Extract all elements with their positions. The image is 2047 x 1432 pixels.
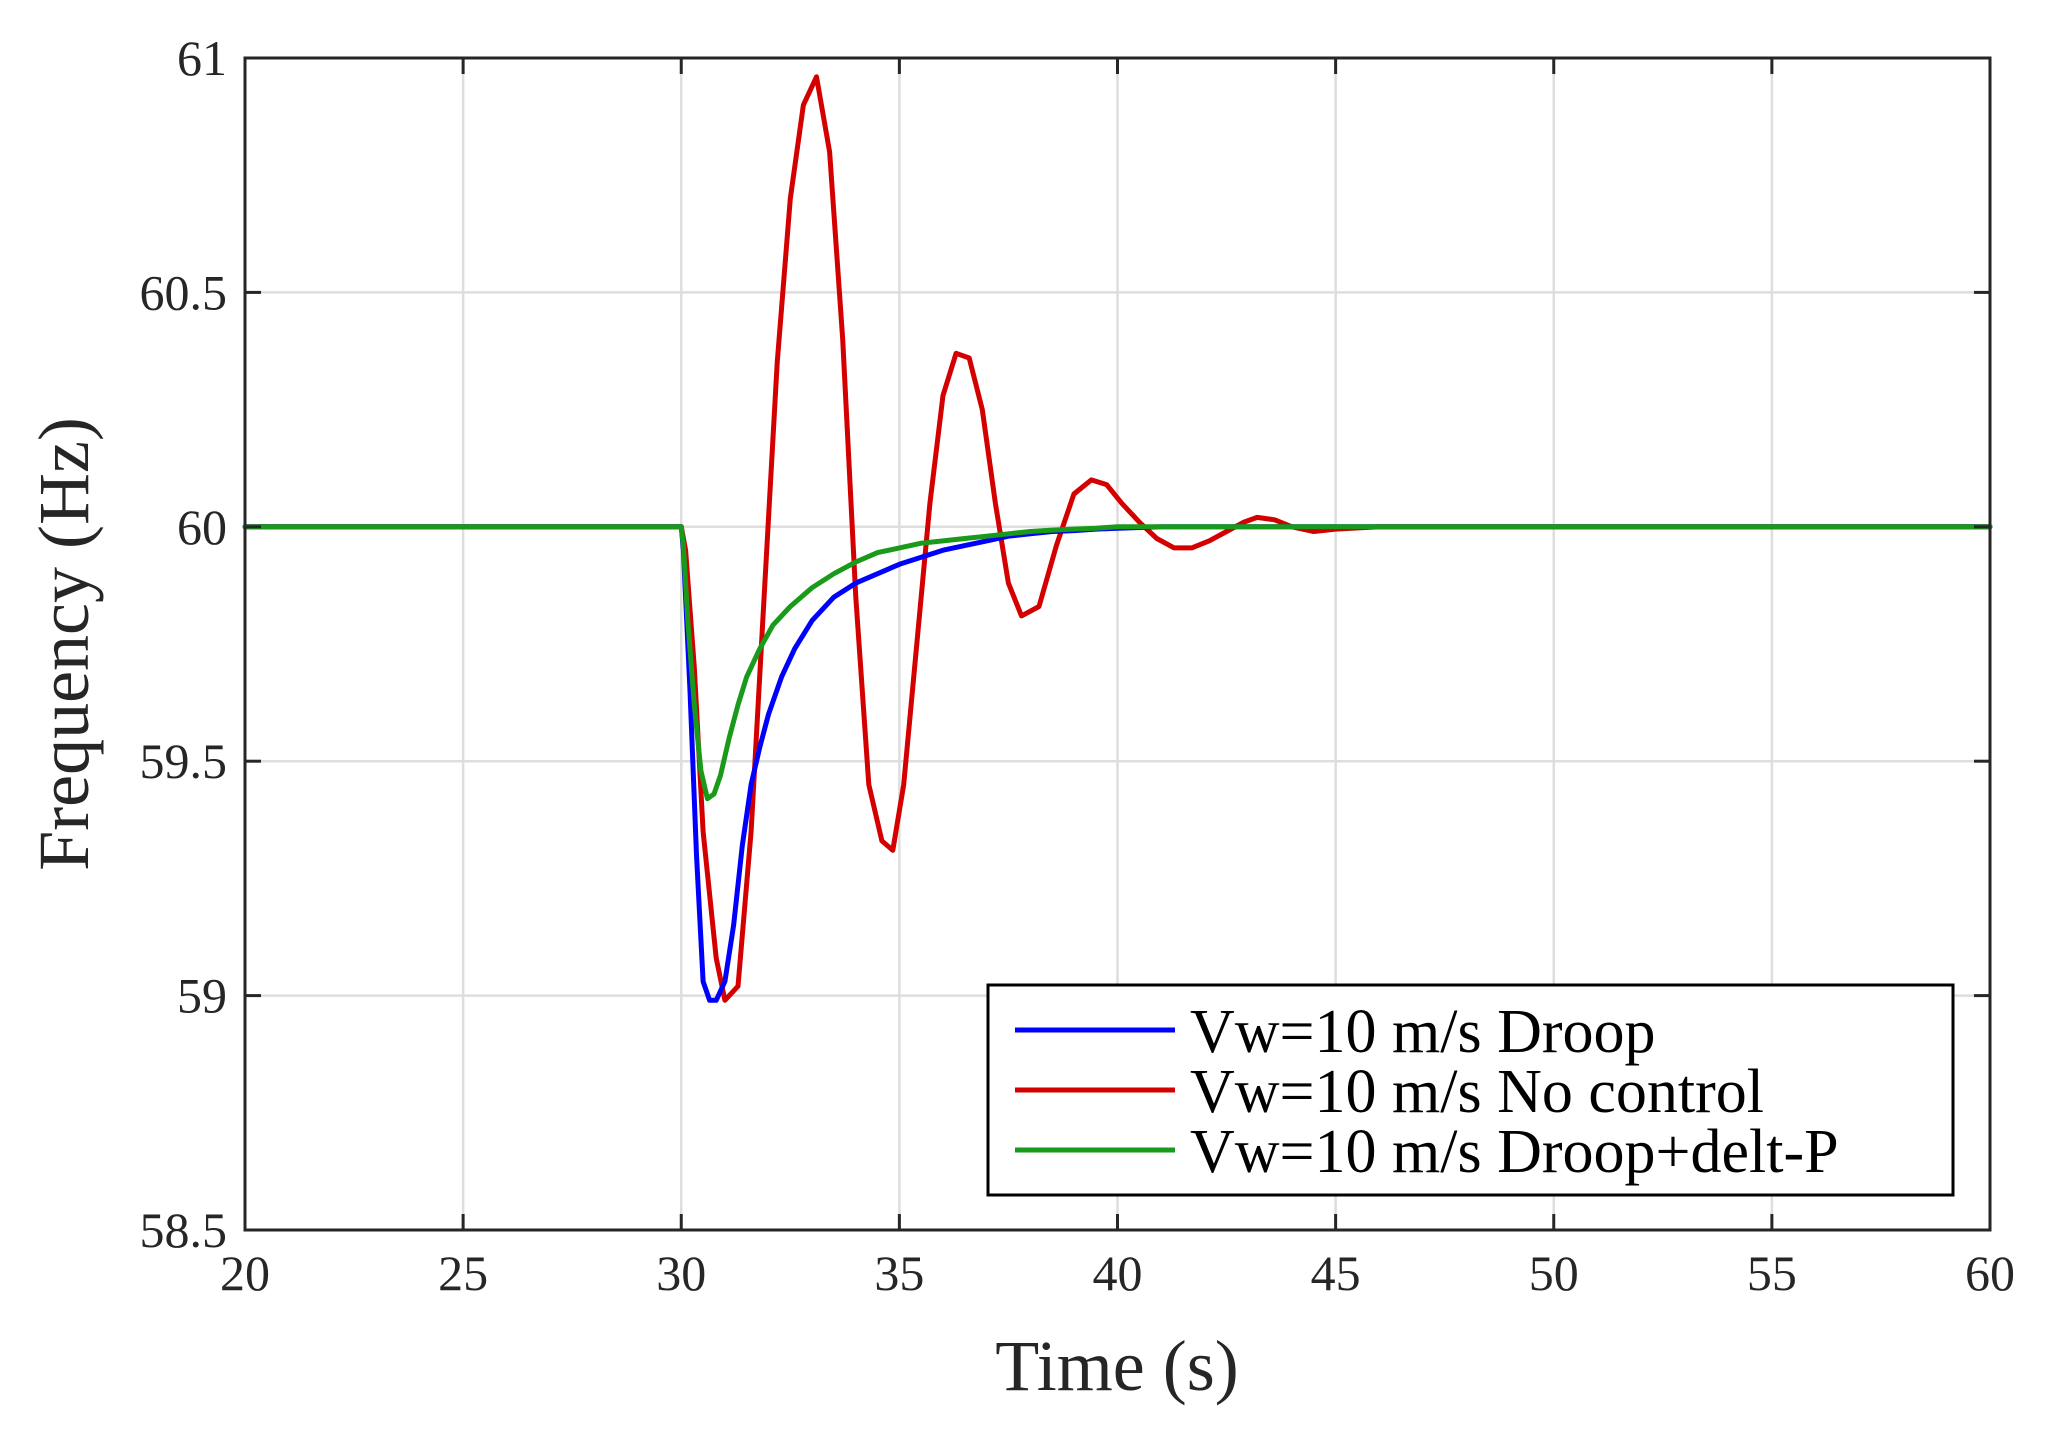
x-tick-label: 30 [656,1245,706,1301]
y-tick-label: 59 [177,968,227,1024]
x-tick-label: 25 [438,1245,488,1301]
y-tick-label: 61 [177,30,227,86]
x-tick-labels: 20 25 30 35 40 45 50 55 60 [220,1245,2015,1301]
x-tick-label: 60 [1965,1245,2015,1301]
x-tick-label: 40 [1093,1245,1143,1301]
y-tick-label: 60.5 [140,264,228,320]
y-tick-labels: 58.5 59 59.5 60 60.5 61 [140,30,228,1258]
x-tick-label: 45 [1311,1245,1361,1301]
y-tick-label: 58.5 [140,1202,228,1258]
y-tick-label: 60 [177,499,227,555]
x-tick-label: 20 [220,1245,270,1301]
legend: Vw=10 m/s Droop Vw=10 m/s No control Vw=… [986,983,1955,1197]
x-tick-label: 55 [1747,1245,1797,1301]
y-axis-label: Frequency (Hz) [24,417,104,871]
x-axis-label: Time (s) [995,1326,1238,1406]
series-line-vw-10-m-s-droop-delt-p [242,524,1993,802]
legend-label-no-control: Vw=10 m/s No control [1190,1058,1764,1126]
legend-label-droop: Vw=10 m/s Droop [1190,998,1656,1066]
series-layer [242,74,1993,1003]
x-tick-label: 50 [1529,1245,1579,1301]
legend-label-droop-delt-p: Vw=10 m/s Droop+delt-P [1190,1118,1839,1186]
axis-ticks [243,56,1992,1232]
x-tick-label: 35 [874,1245,924,1301]
y-tick-label: 59.5 [140,733,228,789]
